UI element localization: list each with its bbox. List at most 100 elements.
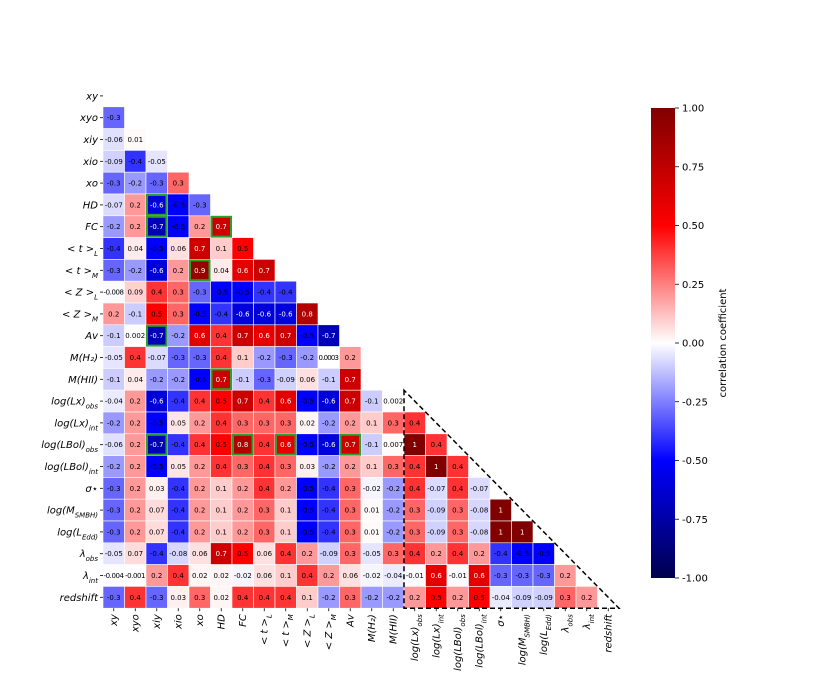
cell-value-label: 0.4 (409, 419, 421, 427)
cell-value-label: -0.09 (320, 550, 338, 558)
column-label: log(Lx)int (432, 614, 446, 658)
cell-value-label: 0.1 (280, 528, 291, 536)
cell-value-label: -0.1 (236, 376, 250, 384)
row-label: M(HII) (68, 375, 98, 386)
row-label: FC (85, 222, 98, 233)
cell-value-label: -0.4 (171, 485, 185, 493)
highlight-box (146, 433, 168, 456)
cell-value-label: 0.9 (194, 267, 205, 275)
column-label: λobs (561, 614, 575, 634)
cell-value-label: -0.4 (171, 441, 185, 449)
cell-value-label: 0.7 (237, 398, 248, 406)
cell-value-label: 0.2 (194, 419, 205, 427)
cell-value-label: 0.2 (130, 507, 141, 515)
cell-value-label: -0.4 (322, 507, 336, 515)
colorbar-tick-label: 0.50 (682, 221, 704, 232)
cell-value-label: -0.5 (193, 310, 207, 318)
cell-value-label: -0.3 (193, 354, 207, 362)
cell-value-label: -0.09 (427, 528, 445, 536)
cell-value-label: 0.05 (170, 419, 186, 427)
row-labels: xy xyo xiy xio xo HD FC < t >L < t >M < Z >L < Z >… (41, 91, 103, 604)
column-label: log(LEdd) (539, 614, 553, 655)
cell-value-label: 0.6 (194, 332, 206, 340)
cell-value-label: 0.2 (323, 572, 334, 580)
colorbar-tick-label: -0.25 (682, 397, 708, 408)
cell-value-label: 0.2 (194, 507, 205, 515)
cell-value-label: -0.4 (322, 485, 336, 493)
cell-value-label: 0.06 (192, 550, 208, 558)
cell-value-label: -0.2 (171, 332, 185, 340)
column-label: xo (195, 614, 206, 627)
row-label: < Z >M (62, 309, 98, 323)
cell-value-label: 0.3 (194, 594, 205, 602)
cell-value-label: -0.5 (300, 332, 314, 340)
row-label: log(Lx)int (54, 418, 98, 432)
cell-value-label: -0.1 (128, 310, 142, 318)
cell-value-label: -0.4 (171, 528, 185, 536)
row-label: λobs (79, 549, 99, 563)
colorbar-tick-label: 0.00 (682, 339, 704, 350)
cell-value-label: 0.2 (431, 550, 442, 558)
colorbar-tick-label: 1.00 (682, 104, 704, 115)
highlight-box (232, 433, 254, 456)
cell-value-label: 0.4 (216, 463, 228, 471)
cell-value-label: -0.5 (236, 289, 250, 297)
cell-value-label: -0.1 (365, 398, 379, 406)
highlight-box (146, 215, 168, 238)
cell-value-label: 0.2 (345, 463, 356, 471)
cell-value-label: -0.07 (148, 354, 166, 362)
cell-value-label: -0.05 (148, 158, 166, 166)
column-label: M(HII) (389, 614, 400, 644)
row-label: σ⋆ (85, 484, 98, 495)
cell-value-label: 1 (520, 528, 524, 536)
row-label: < t >L (67, 244, 98, 258)
cell-value-label: 0.06 (299, 376, 315, 384)
colorbar-tick-label: -0.75 (682, 515, 708, 526)
cell-value-label: 0.1 (216, 528, 227, 536)
cell-value-label: 0.6 (280, 398, 292, 406)
cell-value-label: 0.3 (560, 594, 571, 602)
cell-value-label: -0.08 (470, 507, 488, 515)
cell-value-label: -0.6 (322, 398, 336, 406)
cell-value-label: 0.2 (409, 594, 420, 602)
column-label: redshift (604, 613, 615, 652)
cell-value-label: -0.3 (279, 354, 293, 362)
cell-value-label: -0.4 (171, 507, 185, 515)
cell-value-label: 0.2 (560, 572, 571, 580)
column-label: < Z >M (324, 614, 338, 650)
cell-value-label: -0.6 (257, 310, 271, 318)
cell-value-label: -0.3 (107, 485, 121, 493)
cell-value-label: 0.2 (173, 267, 184, 275)
column-label: xy (109, 613, 120, 627)
cell-value-label: 0.3 (259, 507, 270, 515)
cell-value-label: 0.4 (302, 572, 314, 580)
cell-value-label: 0.3 (259, 528, 270, 536)
cell-value-label: -0.6 (150, 398, 164, 406)
row-label: log(LBol)int (44, 462, 98, 476)
cell-value-label: 0.2 (108, 310, 119, 318)
cell-value-label: -0.5 (300, 485, 314, 493)
cell-value-label: 0.2 (237, 485, 248, 493)
highlight-boxes (146, 194, 361, 456)
column-labels: xy xyo xiy xio xo HD FC < t >L < t >M < Z >L < Z >… (109, 608, 615, 671)
cell-value-label: 0.4 (280, 550, 292, 558)
dashed-triangle (403, 388, 621, 609)
cell-value-label: 0.3 (388, 550, 399, 558)
cell-value-label: -0.4 (171, 398, 185, 406)
cell-value-label: -0.02 (234, 572, 252, 580)
heatmap-cells: -0.3-0.06 0.01-0.09 -0.4 -0.05-0.3 -0.2 -0.3 0… (102, 106, 598, 609)
cell-value-label: 0.7 (216, 376, 227, 384)
highlight-box (146, 324, 168, 347)
cell-value-label: -0.01 (449, 572, 467, 580)
cell-value-label: -0.2 (171, 376, 185, 384)
cell-value-label: 0.2 (345, 354, 356, 362)
cell-value-label: -0.6 (322, 441, 336, 449)
colorbar-label: correlation coefficient (718, 288, 729, 397)
cell-value-label: 0.002 (125, 332, 145, 340)
cell-value-label: 0.4 (409, 485, 421, 493)
row-label: HD (83, 200, 99, 211)
cell-value-label: 0.5 (151, 310, 162, 318)
cell-value-label: -0.5 (171, 223, 185, 231)
cell-value-label: -0.5 (300, 528, 314, 536)
colorbar-tick-label: -0.50 (682, 456, 708, 467)
